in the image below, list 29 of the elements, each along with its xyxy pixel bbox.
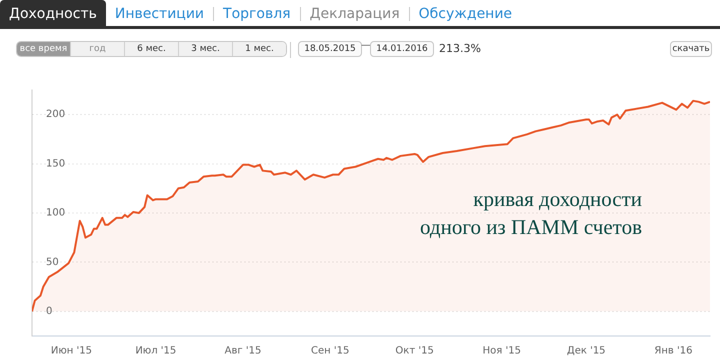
text: Торговля [222, 5, 292, 24]
text: 18.05.2015 [298, 41, 362, 57]
text: 14.01.2016 [370, 41, 434, 57]
annotation: одного из ПАММ счетов [420, 214, 642, 241]
y-tick-label: 150 [46, 158, 66, 170]
x-tick-label: Авг '15 [224, 346, 262, 357]
text: 3 мес. [179, 42, 233, 56]
text: Декларация [308, 5, 401, 24]
text: все время [17, 42, 71, 56]
text: 6 мес. [125, 42, 179, 56]
text: Доходность [0, 0, 106, 27]
x-tick-label: Окт '15 [395, 346, 434, 357]
x-tick-label: Ноя '15 [482, 346, 521, 357]
text: год [71, 42, 125, 56]
text: 213.3% [439, 42, 481, 55]
text: 1 мес. [233, 42, 286, 56]
y-tick-label: 200 [46, 109, 66, 120]
annotation: кривая доходности [472, 186, 642, 213]
text: Обсуждение [418, 5, 514, 24]
x-tick-label: Сен '15 [311, 346, 350, 357]
x-tick-label: Дек '15 [566, 346, 606, 357]
text: Инвестиции [114, 5, 206, 24]
text: скачать [670, 41, 712, 57]
y-tick-label: 50 [46, 256, 59, 268]
x-tick-label: Янв '16 [654, 346, 692, 357]
x-tick-label: Июл '15 [135, 346, 176, 357]
y-tick-label: 0 [46, 306, 52, 317]
y-tick-label: 100 [46, 208, 66, 219]
x-tick-label: Июн '15 [50, 346, 92, 357]
